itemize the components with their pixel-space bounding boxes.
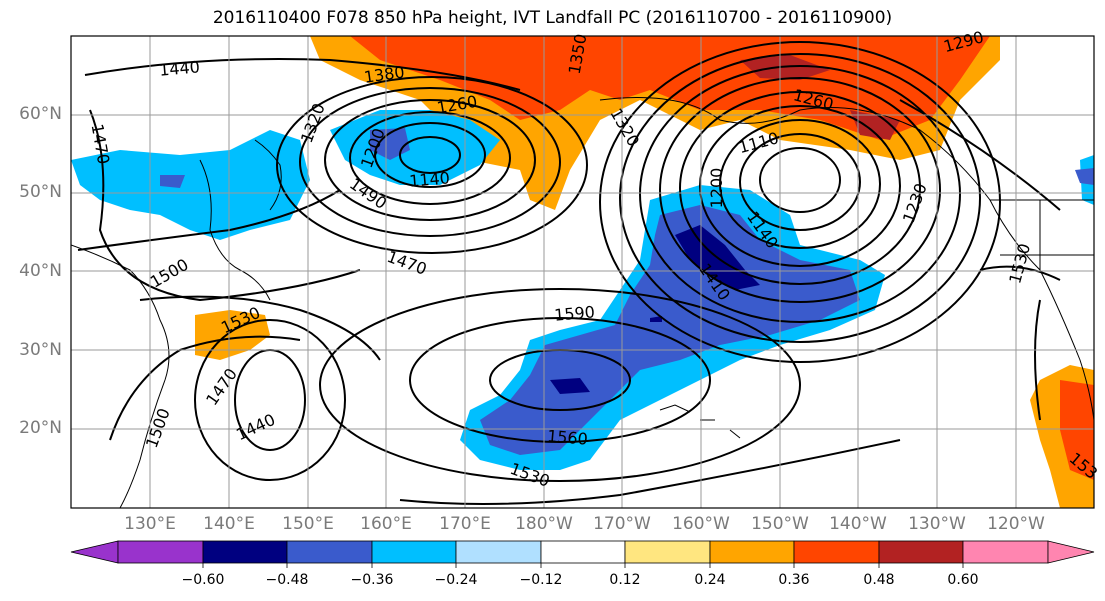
gridlines — [71, 36, 1094, 508]
contour-label: 1500 — [142, 406, 174, 451]
colorbar-extend-high — [1047, 540, 1095, 564]
lon-label: 130°E — [124, 514, 176, 534]
colorbar-segment — [878, 540, 964, 564]
contour-label: 1230 — [899, 181, 931, 226]
contour-label: 1590 — [553, 302, 595, 324]
contour-label: 1500 — [147, 255, 192, 292]
contour-label: 1110 — [736, 128, 780, 157]
lon-label: 180°W — [515, 514, 573, 534]
lon-label: 150°E — [282, 514, 334, 534]
colorbar-extend-low — [70, 540, 119, 564]
contour-label: 1440 — [158, 57, 200, 79]
colorbar-segment — [624, 540, 711, 564]
map-title: 2016110400 F078 850 hPa height, IVT Land… — [212, 8, 893, 28]
contour-label: 1440 — [233, 410, 278, 444]
contour-label: 1530 — [1005, 241, 1034, 285]
lat-label: 40°N — [19, 261, 62, 281]
colorbar-segment — [286, 540, 373, 564]
contour-label: 1320 — [297, 101, 329, 146]
contour-label: 1470 — [385, 247, 430, 279]
lon-label: 120°W — [987, 514, 1045, 534]
lon-label: 130°W — [908, 514, 966, 534]
height-contours — [77, 41, 1061, 505]
lat-label: 30°N — [19, 340, 62, 360]
contour-label: 1320 — [606, 105, 643, 150]
contour-label: 1200 — [707, 168, 726, 209]
lon-label: 140°E — [203, 514, 255, 534]
colorbar-tick-label: 0.24 — [694, 572, 726, 588]
contour-label: 1490 — [346, 174, 390, 213]
colorbar-tick-label: −0.60 — [181, 572, 225, 588]
coastlines — [71, 97, 1094, 508]
contour-label: 1560 — [546, 426, 588, 448]
colorbar-segment — [455, 540, 542, 564]
colorbar-tick-label: 0.48 — [863, 572, 895, 588]
colorbar-tick-label: 0.36 — [778, 572, 810, 588]
colorbar — [70, 540, 1095, 568]
lon-label: 170°E — [439, 514, 491, 534]
lon-label: 170°W — [593, 514, 651, 534]
colorbar-segment — [540, 540, 626, 564]
lat-label: 50°N — [19, 182, 62, 202]
colorbar-segment — [117, 540, 204, 564]
colorbar-tick-label: −0.36 — [350, 572, 394, 588]
lat-label: 20°N — [19, 418, 62, 438]
lon-label: 150°W — [751, 514, 809, 534]
contour-label: 1140 — [408, 168, 450, 190]
lon-label: 160°W — [672, 514, 730, 534]
colorbar-segment — [793, 540, 880, 564]
map-frame — [70, 35, 1095, 509]
colorbar-segment — [962, 540, 1049, 564]
lon-label: 140°W — [829, 514, 887, 534]
colorbar-tick-label: −0.48 — [265, 572, 309, 588]
colorbar-tick-label: 0.12 — [609, 572, 641, 588]
colorbar-tick-label: −0.24 — [434, 572, 478, 588]
colorbar-segment — [202, 540, 288, 564]
lon-label: 160°E — [360, 514, 412, 534]
colorbar-segment — [709, 540, 795, 564]
colorbar-segment — [371, 540, 457, 564]
colorbar-tick-label: 0.60 — [947, 572, 979, 588]
colorbar-tick-label: −0.12 — [519, 572, 563, 588]
lat-label: 60°N — [19, 104, 62, 124]
